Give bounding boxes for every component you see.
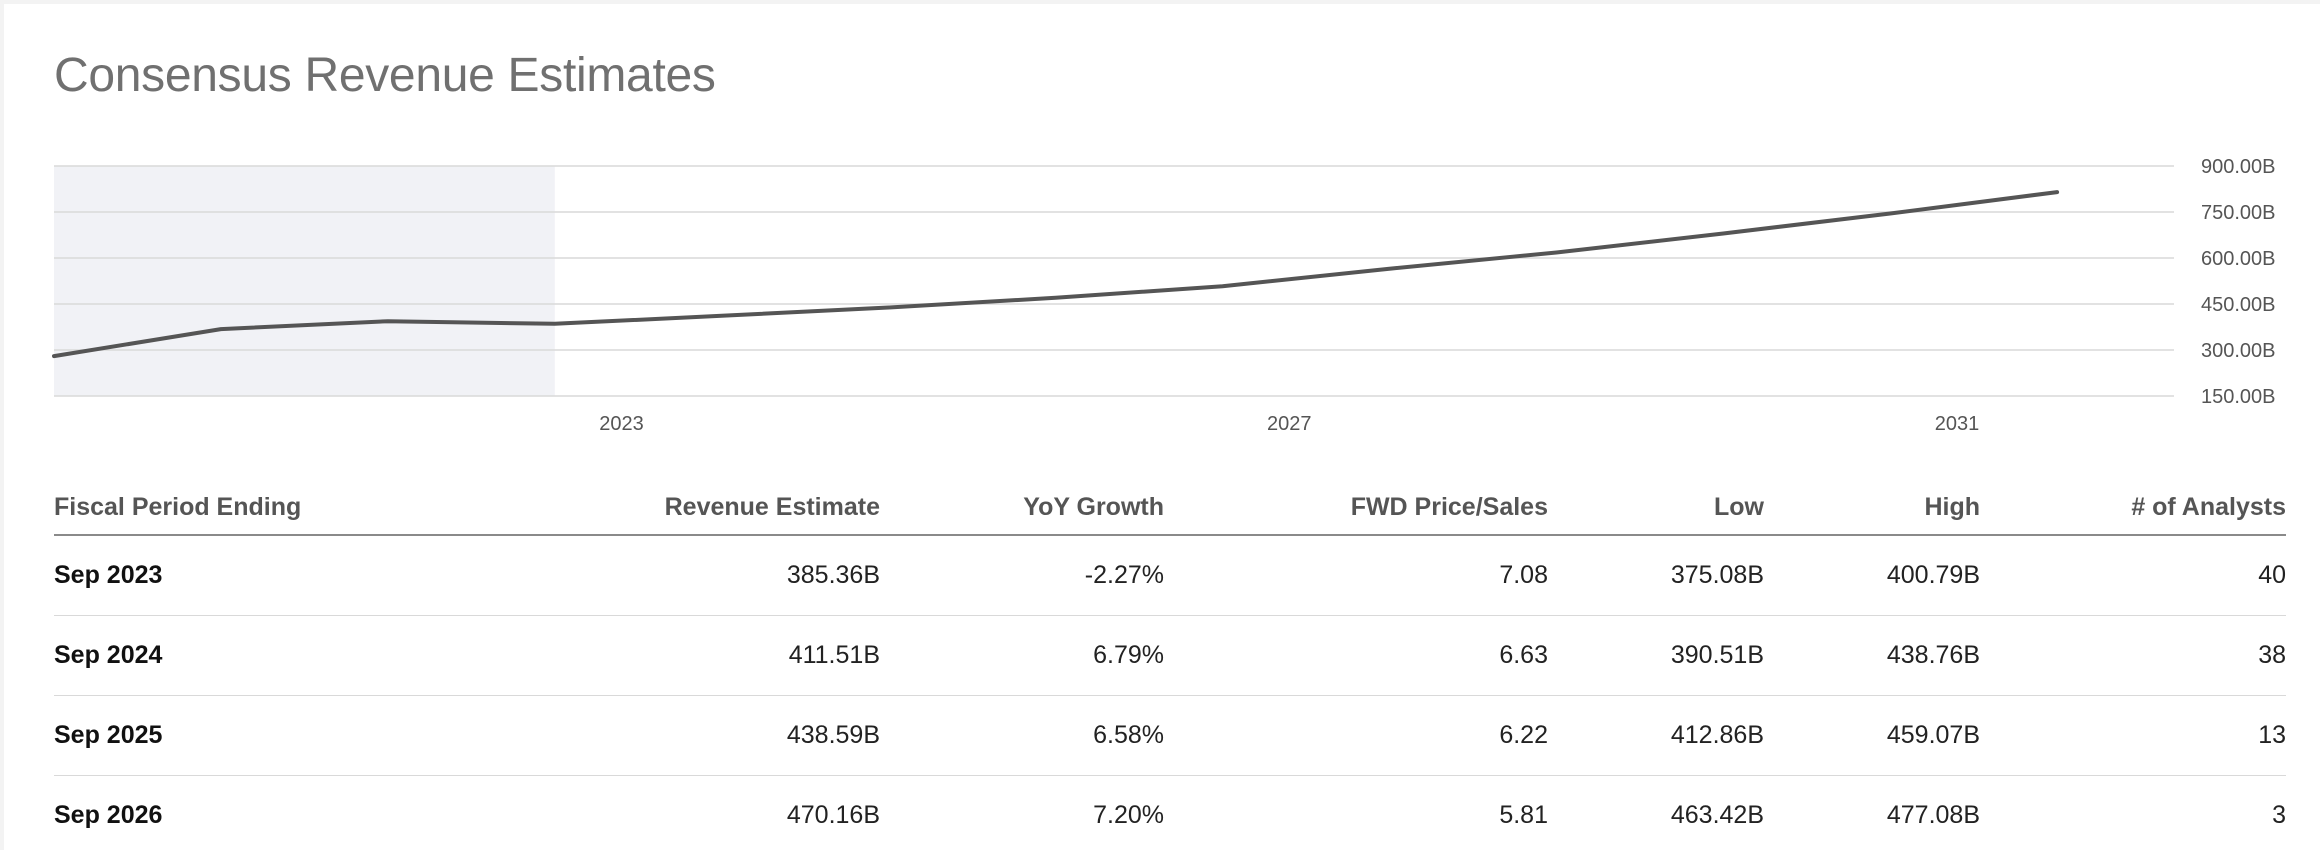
table-row: Sep 2025 438.59B 6.58% 6.22 412.86B 459.… [54, 695, 2286, 776]
y-tick-label: 300.00B [2201, 340, 2276, 362]
cell-analysts: 40 [1980, 535, 2286, 616]
y-tick-label: 600.00B [2201, 248, 2276, 270]
cell-fwd-price-sales: 6.22 [1164, 695, 1548, 776]
cell-fiscal-period: Sep 2026 [54, 775, 514, 850]
cell-yoy-growth: 6.58% [880, 695, 1164, 776]
estimates-table: Fiscal Period Ending Revenue Estimate Yo… [54, 480, 2286, 850]
column-header-fwd-price-sales[interactable]: FWD Price/Sales [1164, 480, 1548, 536]
cell-low: 375.08B [1548, 535, 1764, 616]
y-tick-label: 150.00B [2201, 386, 2276, 408]
table-row: Sep 2024 411.51B 6.79% 6.63 390.51B 438.… [54, 615, 2286, 696]
cell-fwd-price-sales: 6.63 [1164, 615, 1548, 696]
revenue-estimates-panel: Consensus Revenue Estimates 900.00B 750.0… [4, 4, 2320, 850]
cell-low: 412.86B [1548, 695, 1764, 776]
x-tick-label: 2031 [1935, 413, 1980, 435]
table-header-row: Fiscal Period Ending Revenue Estimate Yo… [54, 480, 2286, 536]
page-title: Consensus Revenue Estimates [54, 49, 716, 102]
column-header-low[interactable]: Low [1548, 480, 1764, 536]
cell-yoy-growth: 6.79% [880, 615, 1164, 696]
revenue-series-line [52, 190, 2060, 359]
y-tick-label: 900.00B [2201, 156, 2276, 178]
cell-revenue-estimate: 385.36B [514, 535, 880, 616]
cell-fwd-price-sales: 7.08 [1164, 535, 1548, 616]
cell-revenue-estimate: 438.59B [514, 695, 880, 776]
cell-low: 390.51B [1548, 615, 1764, 696]
table-row: Sep 2026 470.16B 7.20% 5.81 463.42B 477.… [54, 775, 2286, 850]
cell-high: 459.07B [1764, 695, 1980, 776]
table-row: Sep 2023 385.36B -2.27% 7.08 375.08B 400… [54, 535, 2286, 616]
cell-high: 438.76B [1764, 615, 1980, 696]
column-header-high[interactable]: High [1764, 480, 1980, 536]
cell-analysts: 3 [1980, 775, 2286, 850]
cell-yoy-growth: -2.27% [880, 535, 1164, 616]
y-tick-label: 450.00B [2201, 294, 2276, 316]
column-header-yoy-growth[interactable]: YoY Growth [880, 480, 1164, 536]
cell-high: 477.08B [1764, 775, 1980, 850]
column-header-revenue-estimate[interactable]: Revenue Estimate [514, 480, 880, 536]
x-tick-label: 2023 [599, 413, 644, 435]
cell-revenue-estimate: 470.16B [514, 775, 880, 850]
column-header-fiscal-period[interactable]: Fiscal Period Ending [54, 480, 514, 536]
x-tick-label: 2027 [1267, 413, 1312, 435]
cell-yoy-growth: 7.20% [880, 775, 1164, 850]
cell-fiscal-period: Sep 2023 [54, 535, 514, 616]
revenue-line-chart: 900.00B 750.00B 600.00B 450.00B 300.00B 150.0… [52, 156, 2276, 435]
cell-fiscal-period: Sep 2025 [54, 695, 514, 776]
historical-shaded-region [54, 166, 555, 396]
cell-fwd-price-sales: 5.81 [1164, 775, 1548, 850]
cell-high: 400.79B [1764, 535, 1980, 616]
cell-revenue-estimate: 411.51B [514, 615, 880, 696]
cell-analysts: 38 [1980, 615, 2286, 696]
cell-low: 463.42B [1548, 775, 1764, 850]
column-header-analysts[interactable]: # of Analysts [1980, 480, 2286, 536]
cell-analysts: 13 [1980, 695, 2286, 776]
cell-fiscal-period: Sep 2024 [54, 615, 514, 696]
y-tick-label: 750.00B [2201, 202, 2276, 224]
